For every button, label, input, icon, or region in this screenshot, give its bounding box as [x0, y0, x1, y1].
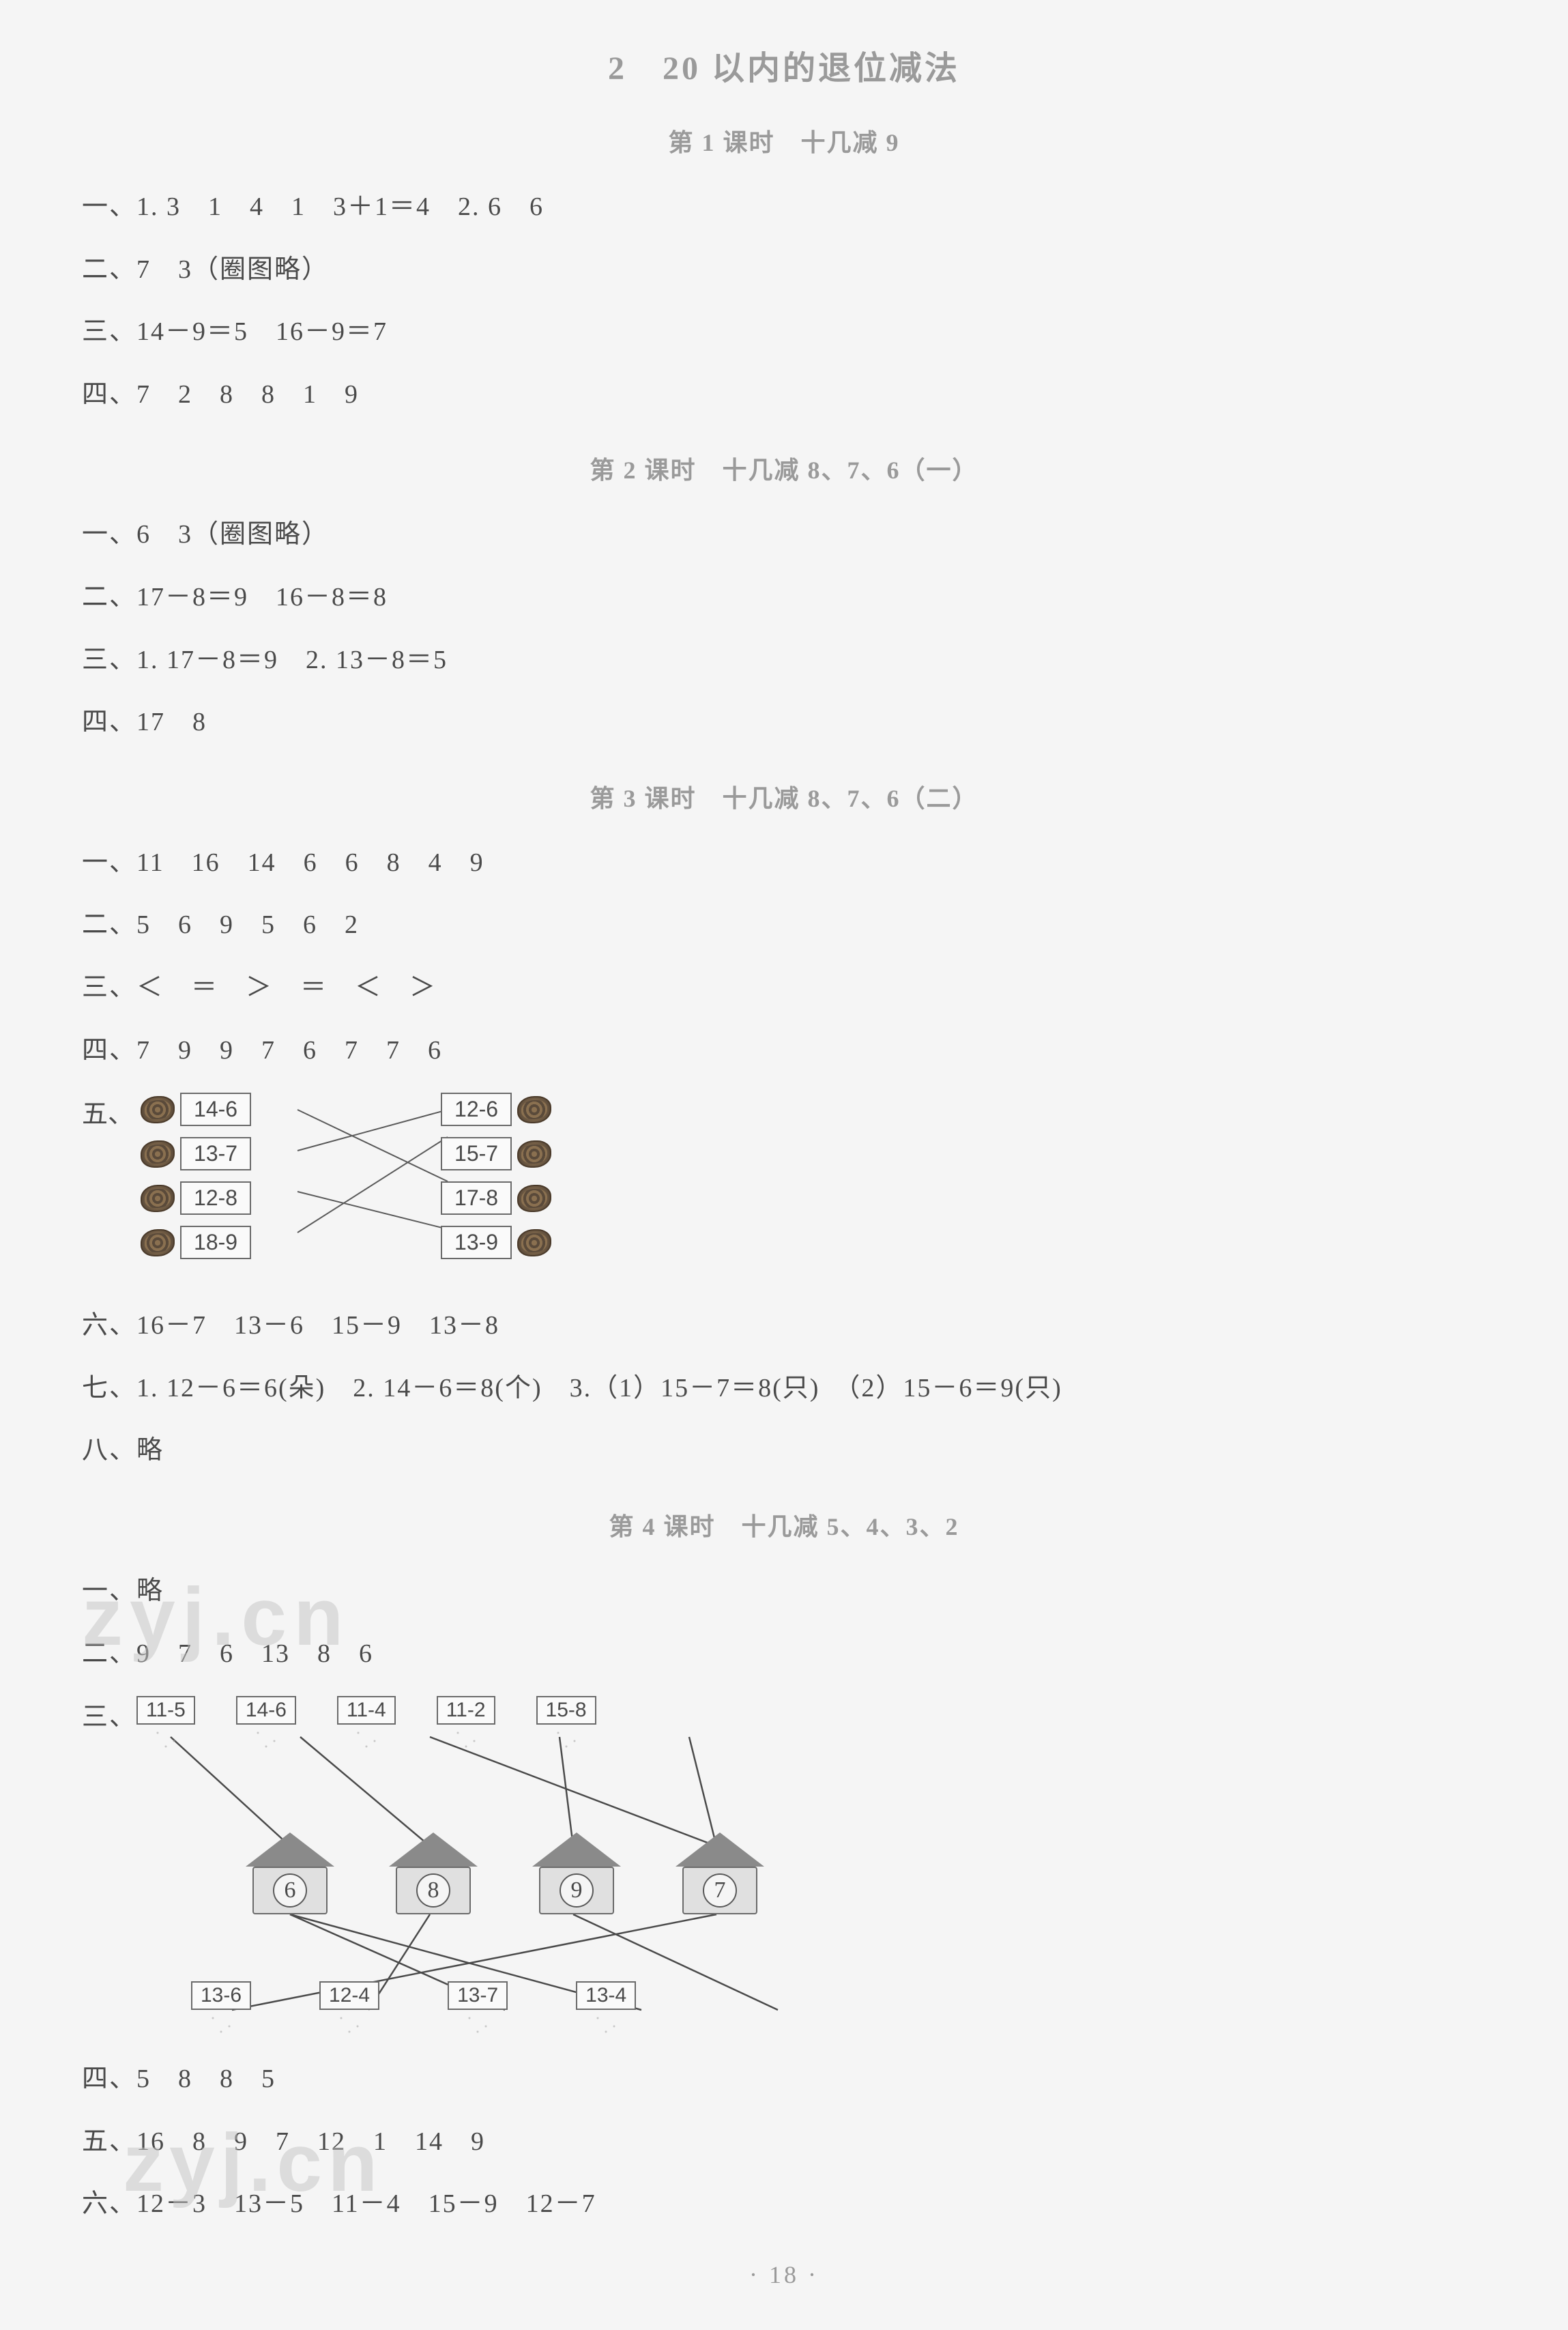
- lesson-title-1: 第 1 课时 十几减 9: [82, 123, 1486, 158]
- answer-line: 六、16－7 13－6 15－9 13－8: [82, 1297, 1486, 1355]
- match-item: 17-8: [441, 1181, 551, 1215]
- house-roof-icon: [246, 1832, 334, 1867]
- sparkle-icon: [329, 2010, 370, 2037]
- bottom-expr: 13-4: [576, 1981, 636, 2037]
- pinecone-icon: [141, 1096, 175, 1123]
- equation-box: 13-7: [448, 1981, 508, 2010]
- equation-box: 12-4: [319, 1981, 379, 2010]
- answer-line: 四、7 9 9 7 6 7 7 6: [82, 1022, 1486, 1080]
- match-item: 12-6: [441, 1093, 551, 1126]
- sparkle-icon: [145, 1725, 186, 1752]
- lesson-title-2: 第 2 课时 十几减 8、7、6（一）: [82, 450, 1486, 486]
- pinecone-icon: [517, 1096, 551, 1123]
- equation-box: 13-6: [191, 1981, 251, 2010]
- pinecone-icon: [141, 1229, 175, 1256]
- house-roof-icon: [676, 1832, 764, 1867]
- answer-line: 五、16 8 9 7 12 1 14 9: [82, 2114, 1486, 2171]
- answer-line: 二、9 7 6 13 8 6: [82, 1626, 1486, 1683]
- sparkle-icon: [585, 2010, 626, 2037]
- answer-line: 二、7 3（圈图略）: [82, 242, 1486, 299]
- answer-line: 二、5 6 9 5 6 2: [82, 897, 1486, 954]
- answer-line: 三、＜ ＝ ＞ ＝ ＜ ＞: [82, 960, 1486, 1017]
- answer-line: 一、11 16 14 6 6 8 4 9: [82, 835, 1486, 892]
- sparkle-icon: [457, 2010, 498, 2037]
- pinecone-icon: [517, 1229, 551, 1256]
- equation-box: 13-7: [180, 1137, 251, 1170]
- chapter-title: 2 20 以内的退位减法: [82, 41, 1486, 89]
- match-item: 13-9: [441, 1226, 551, 1259]
- equation-box: 18-9: [180, 1226, 251, 1259]
- top-expr: 11-5: [136, 1696, 195, 1752]
- house: 7: [676, 1832, 764, 1914]
- house: 9: [532, 1832, 621, 1914]
- equation-box: 13-9: [441, 1226, 512, 1259]
- match-item: 15-7: [441, 1137, 551, 1170]
- bottom-expr: 13-7: [448, 1981, 508, 2037]
- match-item: 12-8: [141, 1181, 251, 1215]
- answer-line: 八、略: [82, 1422, 1486, 1480]
- top-expr: 11-2: [437, 1696, 495, 1752]
- sparkle-icon: [346, 1725, 387, 1752]
- match-item: 13-7: [141, 1137, 251, 1170]
- pinecone-icon: [141, 1185, 175, 1212]
- equation-box: 15-7: [441, 1137, 512, 1170]
- house-number: 9: [560, 1873, 594, 1908]
- question-prefix: 五、: [82, 1093, 134, 1130]
- house-roof-icon: [532, 1832, 621, 1867]
- pinecone-icon: [517, 1140, 551, 1168]
- bottom-expr: 13-6: [191, 1981, 251, 2037]
- answer-line: 七、1. 12－6＝6(朵) 2. 14－6＝8(个) 3.（1）15－7＝8(…: [82, 1360, 1486, 1418]
- equation-box: 11-4: [337, 1696, 396, 1725]
- lesson-title-4: 第 4 课时 十几减 5、4、3、2: [82, 1507, 1486, 1542]
- answer-line: 六、12－3 13－5 11－4 15－9 12－7: [82, 2176, 1486, 2233]
- answer-line: 三、14－9＝5 16－9＝7: [82, 304, 1486, 361]
- answer-line: 四、7 2 8 8 1 9: [82, 366, 1486, 424]
- answer-line: 三、1. 17－8＝9 2. 13－8＝5: [82, 632, 1486, 689]
- answer-line: 二、17－8＝9 16－8＝8: [82, 569, 1486, 627]
- bottom-expr: 12-4: [319, 1981, 379, 2037]
- equation-box: 11-2: [437, 1696, 495, 1725]
- house: 8: [389, 1832, 478, 1914]
- house-number: 8: [416, 1873, 450, 1908]
- sparkle-icon: [446, 1725, 487, 1752]
- top-expr: 15-8: [536, 1696, 596, 1752]
- equation-box: 14-6: [180, 1093, 251, 1126]
- matching-diagram-5: 五、 14-6 13-7 12-8 18-9 12-6 15-7 17-8 13…: [82, 1093, 1486, 1284]
- lesson-title-3: 第 3 课时 十几减 8、7、6（二）: [82, 779, 1486, 814]
- answer-line: 一、1. 3 1 4 1 3＋1＝4 2. 6 6: [82, 179, 1486, 236]
- equation-box: 15-8: [536, 1696, 596, 1725]
- pinecone-icon: [517, 1185, 551, 1212]
- sparkle-icon: [546, 1725, 587, 1752]
- equation-box: 12-6: [441, 1093, 512, 1126]
- answer-line: 一、略: [82, 1563, 1486, 1620]
- page-number: · 18 ·: [82, 2260, 1486, 2289]
- top-expr: 11-4: [337, 1696, 396, 1752]
- equation-box: 12-8: [180, 1181, 251, 1215]
- answer-line: 四、5 8 8 5: [82, 2051, 1486, 2108]
- equation-box: 17-8: [441, 1181, 512, 1215]
- match-item: 14-6: [141, 1093, 251, 1126]
- equation-box: 13-4: [576, 1981, 636, 2010]
- pinecone-icon: [141, 1140, 175, 1168]
- sparkle-icon: [246, 1725, 287, 1752]
- answer-line: 一、6 3（圈图略）: [82, 506, 1486, 564]
- answer-line: 四、17 8: [82, 694, 1486, 751]
- equation-box: 14-6: [236, 1696, 296, 1725]
- house-matching-diagram: 11-5 14-6 11-4 11-2 15-8 6 8 9 7 13-6 12…: [123, 1696, 873, 2037]
- match-item: 18-9: [141, 1226, 251, 1259]
- top-expr: 14-6: [236, 1696, 296, 1752]
- house-number: 7: [703, 1873, 737, 1908]
- equation-box: 11-5: [136, 1696, 195, 1725]
- sparkle-icon: [201, 2010, 242, 2037]
- house-number: 6: [273, 1873, 307, 1908]
- house: 6: [246, 1832, 334, 1914]
- house-roof-icon: [389, 1832, 478, 1867]
